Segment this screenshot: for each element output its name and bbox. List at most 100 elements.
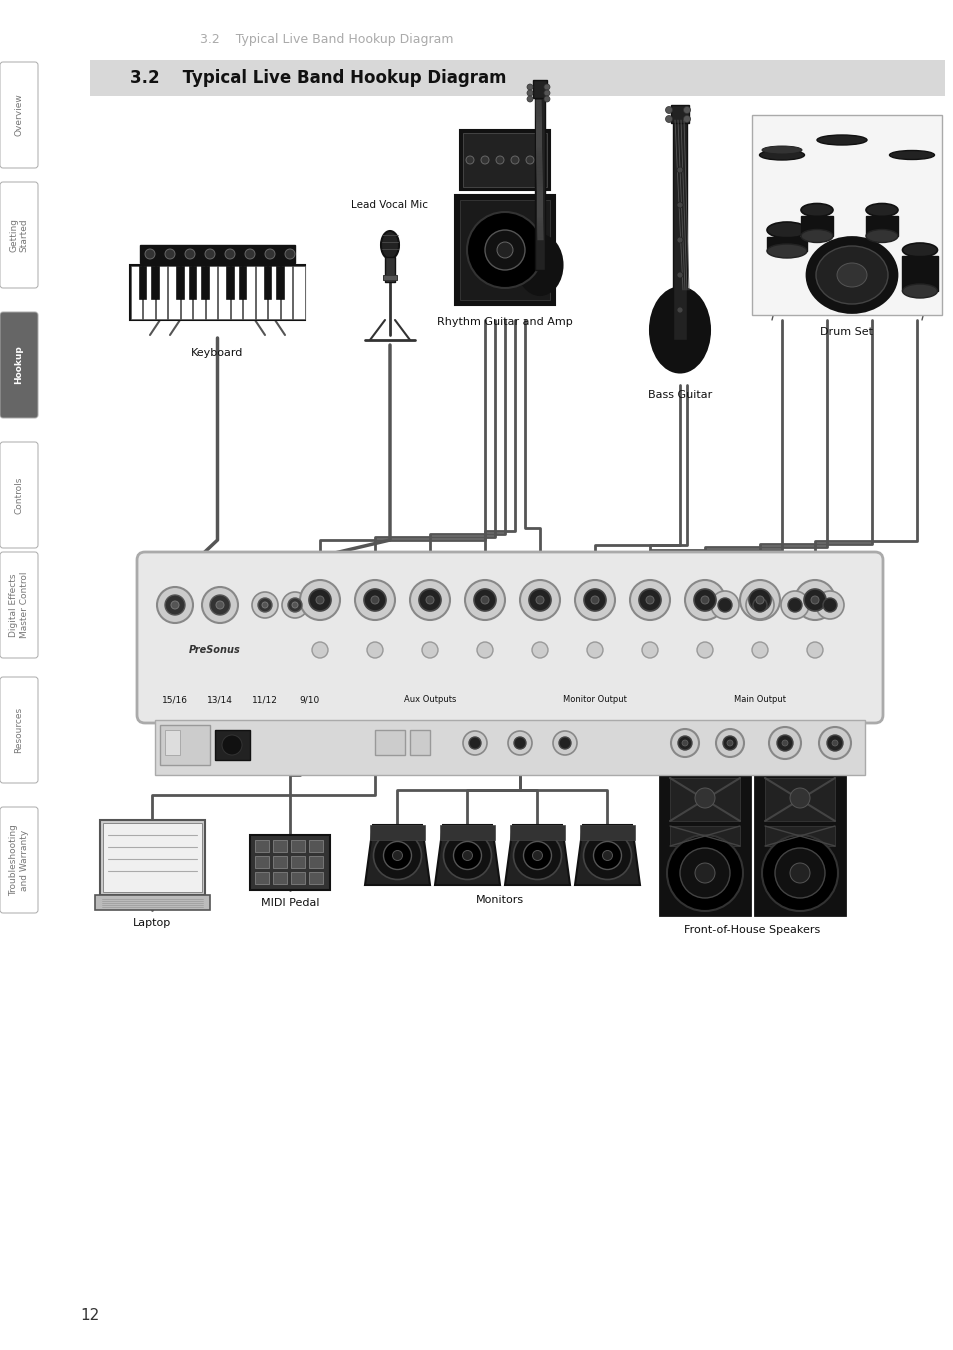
- Circle shape: [787, 598, 801, 612]
- Ellipse shape: [517, 235, 562, 296]
- Circle shape: [202, 587, 237, 622]
- Bar: [375, 730, 405, 755]
- Text: 13/14: 13/14: [207, 695, 233, 705]
- Polygon shape: [435, 825, 499, 886]
- Text: Keyboard: Keyboard: [192, 348, 243, 358]
- Circle shape: [682, 107, 690, 113]
- Circle shape: [665, 107, 672, 113]
- Bar: [291, 856, 305, 868]
- Bar: [131, 266, 142, 319]
- Circle shape: [532, 643, 547, 657]
- Bar: [764, 778, 834, 821]
- Bar: [214, 730, 250, 760]
- Ellipse shape: [902, 284, 937, 298]
- Circle shape: [593, 841, 620, 869]
- Circle shape: [215, 601, 224, 609]
- Bar: [152, 266, 158, 298]
- Circle shape: [645, 595, 654, 603]
- Ellipse shape: [761, 146, 801, 154]
- Bar: [309, 840, 323, 852]
- Bar: [201, 266, 209, 298]
- Circle shape: [558, 737, 571, 749]
- Text: Controls: Controls: [14, 477, 24, 514]
- Text: Overview: Overview: [14, 93, 24, 136]
- Circle shape: [602, 850, 612, 860]
- Circle shape: [831, 740, 837, 747]
- Bar: [254, 872, 269, 884]
- Circle shape: [752, 598, 766, 612]
- Bar: [130, 265, 305, 320]
- FancyBboxPatch shape: [0, 807, 38, 913]
- Text: Troubleshooting
and Warranty: Troubleshooting and Warranty: [10, 824, 29, 896]
- Circle shape: [514, 737, 525, 749]
- Circle shape: [722, 736, 737, 751]
- Ellipse shape: [766, 244, 806, 258]
- Bar: [669, 826, 740, 846]
- Bar: [176, 266, 184, 298]
- Circle shape: [718, 598, 731, 612]
- Text: 3.2    Typical Live Band Hookup Diagram: 3.2 Typical Live Band Hookup Diagram: [200, 34, 453, 46]
- Circle shape: [355, 580, 395, 620]
- Circle shape: [768, 728, 801, 759]
- Circle shape: [288, 598, 302, 612]
- Ellipse shape: [815, 246, 887, 304]
- Circle shape: [710, 591, 739, 620]
- Circle shape: [165, 595, 185, 616]
- FancyBboxPatch shape: [0, 62, 38, 167]
- Circle shape: [586, 643, 602, 657]
- Bar: [138, 266, 146, 298]
- Circle shape: [245, 248, 254, 259]
- Circle shape: [418, 589, 440, 612]
- Bar: [766, 238, 806, 251]
- Bar: [309, 872, 323, 884]
- Bar: [226, 266, 233, 298]
- Circle shape: [421, 643, 437, 657]
- FancyBboxPatch shape: [0, 441, 38, 548]
- Ellipse shape: [801, 230, 832, 243]
- Bar: [801, 216, 832, 236]
- Circle shape: [682, 116, 690, 123]
- Circle shape: [678, 736, 691, 751]
- Circle shape: [670, 729, 699, 757]
- Bar: [154, 720, 864, 775]
- Text: PreSonus: PreSonus: [189, 645, 240, 655]
- Bar: [263, 266, 271, 298]
- Circle shape: [312, 643, 328, 657]
- Circle shape: [171, 601, 179, 609]
- Bar: [385, 256, 395, 282]
- Bar: [281, 266, 293, 319]
- FancyBboxPatch shape: [137, 552, 882, 724]
- Circle shape: [205, 248, 214, 259]
- Circle shape: [751, 643, 767, 657]
- Circle shape: [262, 602, 268, 608]
- Circle shape: [383, 841, 411, 869]
- Circle shape: [822, 598, 836, 612]
- Ellipse shape: [380, 231, 398, 259]
- Circle shape: [392, 850, 402, 860]
- Circle shape: [761, 836, 837, 911]
- Text: 9/10: 9/10: [299, 695, 320, 705]
- Bar: [273, 872, 287, 884]
- Circle shape: [745, 591, 773, 620]
- Circle shape: [781, 740, 787, 747]
- Bar: [294, 266, 305, 319]
- Text: 12: 12: [80, 1308, 99, 1323]
- FancyBboxPatch shape: [0, 312, 38, 418]
- Ellipse shape: [836, 263, 866, 288]
- Circle shape: [145, 248, 154, 259]
- Circle shape: [480, 157, 489, 163]
- Bar: [659, 769, 749, 915]
- Circle shape: [666, 836, 742, 911]
- Circle shape: [677, 238, 682, 243]
- Bar: [865, 216, 897, 236]
- Circle shape: [467, 212, 542, 288]
- Bar: [238, 266, 246, 298]
- Text: Monitor Output: Monitor Output: [562, 695, 626, 705]
- Ellipse shape: [865, 204, 897, 216]
- FancyBboxPatch shape: [0, 676, 38, 783]
- Circle shape: [532, 850, 542, 860]
- Bar: [410, 730, 430, 755]
- Bar: [231, 266, 242, 319]
- Circle shape: [309, 589, 331, 612]
- Ellipse shape: [816, 135, 866, 144]
